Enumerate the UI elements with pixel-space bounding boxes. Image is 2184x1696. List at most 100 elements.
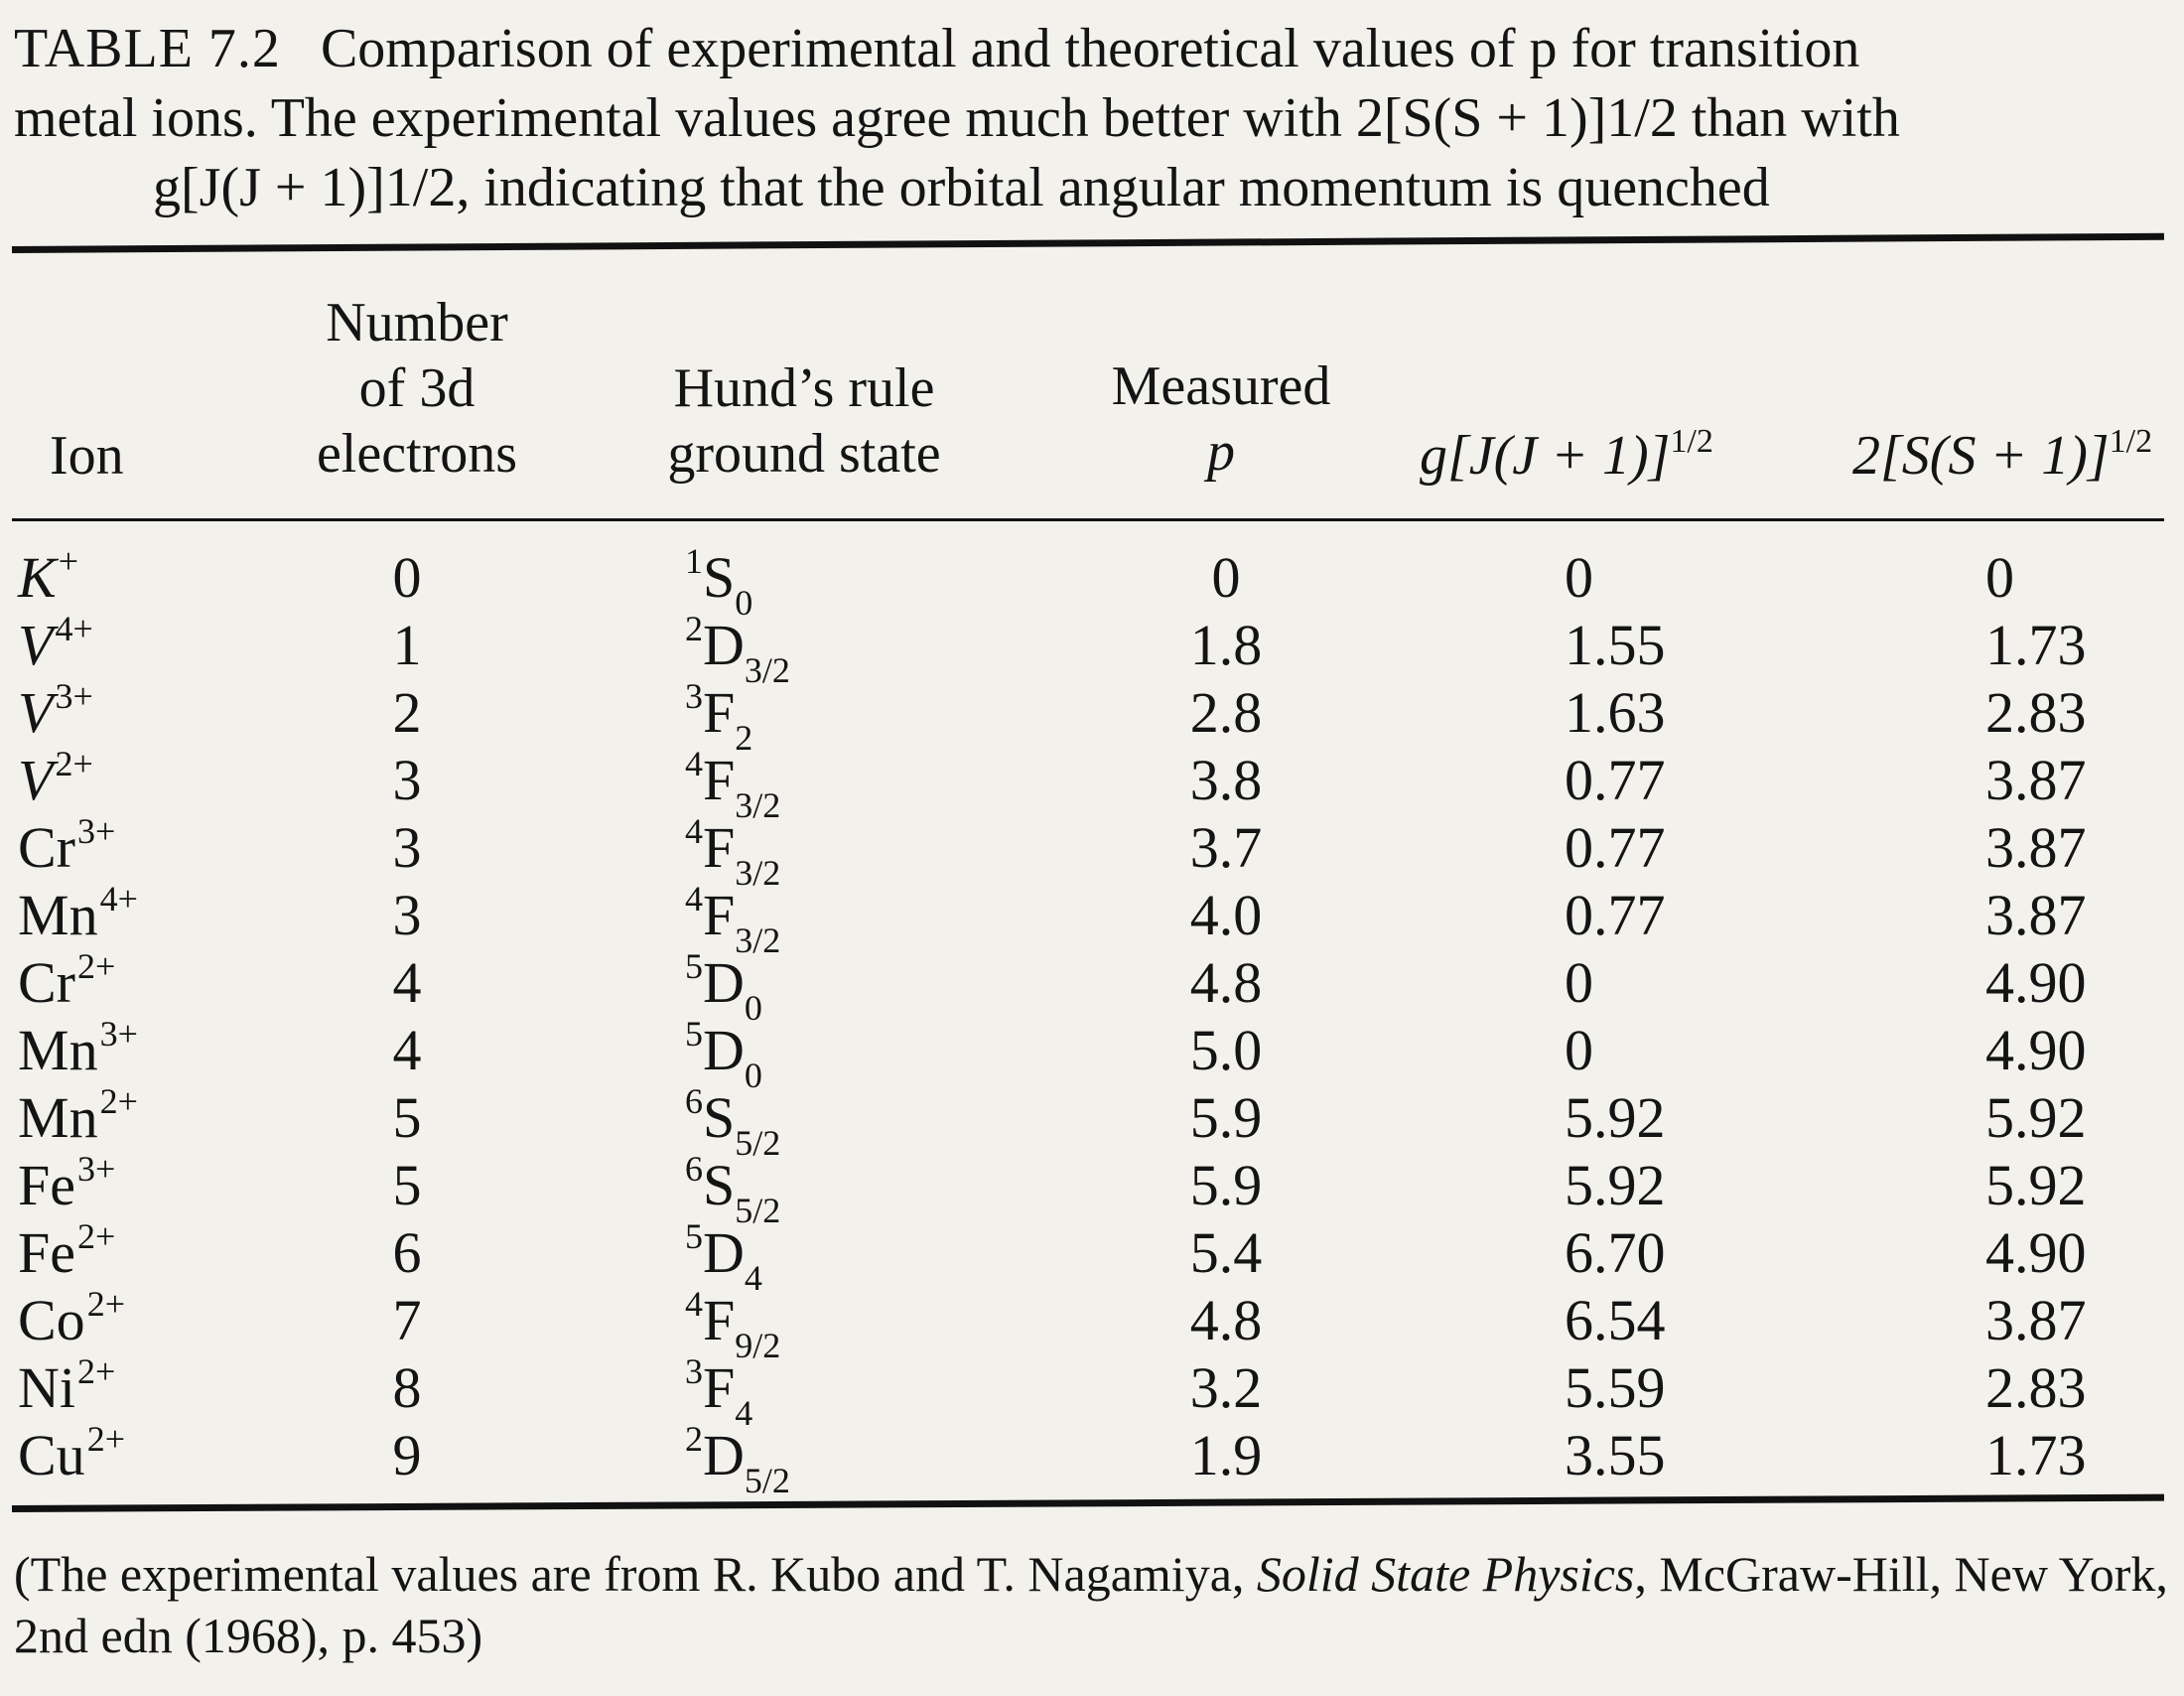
term-multiplicity: 6 (685, 1081, 703, 1121)
term-multiplicity: 5 (685, 1216, 703, 1256)
ground-state-cell: 5D0 (685, 948, 762, 1026)
ground-state-cell: 2D3/2 (685, 611, 790, 688)
term-letter: D (703, 613, 745, 677)
s-value-cell: 3.87 (1985, 1288, 2087, 1352)
s-value-cell: 2.83 (1985, 1355, 2087, 1420)
ion-cell: Mn2+ (18, 1083, 138, 1151)
ion-cell: Ni2+ (18, 1351, 116, 1421)
header-meas-line-2: p (1207, 421, 1235, 483)
header-rule (12, 518, 2164, 521)
term-j: 5/2 (735, 1191, 781, 1230)
caption-label: TABLE 7.2 (14, 18, 281, 79)
ion-cell: Mn4+ (18, 881, 138, 948)
table-row: Cu2+ 9 2D5/2 1.9 3.55 1.73 (0, 1419, 2184, 1498)
caption-line-2: metal ions. The experimental values agre… (14, 87, 1900, 149)
g-value-cell: 6.54 (1565, 1288, 1666, 1352)
footnote-pre: (The experimental values are from R. Kub… (14, 1546, 1257, 1602)
term-j: 4 (735, 1393, 753, 1433)
header-meas-line-1: Measured (1111, 355, 1331, 417)
ion-charge: + (58, 541, 78, 581)
measured-p-cell: 5.0 (1189, 1018, 1263, 1082)
g-value-cell: 0.77 (1565, 883, 1666, 947)
term-letter: S (703, 1085, 736, 1150)
measured-p-cell: 1.9 (1189, 1423, 1263, 1487)
term-multiplicity: 4 (685, 744, 703, 783)
measured-p-cell: 1.8 (1189, 613, 1263, 677)
ground-state-cell: 4F3/2 (685, 811, 780, 891)
ion-cell: Cr2+ (18, 946, 116, 1016)
term-multiplicity: 4 (685, 879, 703, 919)
s-value-cell: 4.90 (1985, 1220, 2087, 1285)
header-g-main: g[J(J + 1)] (1420, 425, 1671, 487)
term-j: 3/2 (735, 853, 781, 893)
ion-charge: 2+ (77, 1351, 116, 1391)
table-row: Cr2+ 4 5D0 4.8 0 4.90 (0, 946, 2184, 1026)
s-value-cell: 3.87 (1985, 748, 2087, 812)
ion-symbol: Co (18, 1288, 85, 1352)
header-g-exponent: 1/2 (1670, 423, 1713, 460)
ion-symbol: K (18, 545, 57, 610)
s-value-cell: 0 (1985, 545, 2014, 610)
ion-cell: V3+ (18, 678, 93, 746)
electron-count-cell: 5 (392, 1153, 422, 1217)
header-hunds-rule: Hund’s rule ground state (635, 355, 973, 487)
g-value-cell: 5.59 (1565, 1355, 1666, 1420)
ground-state-cell: 6S5/2 (685, 1081, 780, 1161)
ion-symbol: Mn (18, 883, 98, 947)
measured-p-cell: 5.4 (1189, 1220, 1263, 1285)
table-row: V3+ 2 3F2 2.8 1.63 2.83 (0, 678, 2184, 756)
ion-charge: 2+ (86, 1419, 125, 1459)
ion-cell: Cu2+ (18, 1419, 125, 1488)
ion-cell: V2+ (18, 744, 93, 813)
term-j: 2 (735, 718, 753, 758)
ion-charge: 4+ (55, 609, 93, 648)
term-multiplicity: 6 (685, 1149, 703, 1189)
g-value-cell: 1.63 (1565, 680, 1666, 745)
ground-state-cell: 3F2 (685, 678, 752, 756)
electron-count-cell: 7 (392, 1288, 422, 1352)
term-letter: F (703, 1288, 736, 1352)
g-value-cell: 0.77 (1565, 815, 1666, 880)
g-value-cell: 1.55 (1565, 613, 1666, 677)
electron-count-cell: 8 (392, 1355, 422, 1420)
term-j: 0 (744, 988, 762, 1028)
term-letter: S (703, 545, 736, 610)
term-multiplicity: 4 (685, 811, 703, 851)
term-j: 5/2 (735, 1123, 781, 1163)
term-multiplicity: 5 (685, 1014, 703, 1054)
s-value-cell: 3.87 (1985, 883, 2087, 947)
electron-count-cell: 9 (392, 1423, 422, 1487)
table-row: Cr3+ 3 4F3/2 3.7 0.77 3.87 (0, 811, 2184, 891)
ion-charge: 2+ (86, 1284, 125, 1324)
table-row: Mn2+ 5 6S5/2 5.9 5.92 5.92 (0, 1081, 2184, 1161)
table-row: V4+ 1 2D3/2 1.8 1.55 1.73 (0, 609, 2184, 688)
header-num-line-3: electrons (316, 423, 518, 485)
term-letter: D (703, 950, 745, 1015)
footnote-post: , McGraw-Hill, New York, 2nd edn (1968),… (14, 1546, 2168, 1663)
ion-symbol: V (18, 613, 54, 677)
electron-count-cell: 1 (392, 613, 422, 677)
ion-symbol: Fe (18, 1220, 75, 1285)
ground-state-cell: 4F3/2 (685, 744, 780, 823)
term-letter: F (703, 883, 736, 947)
term-multiplicity: 4 (685, 1284, 703, 1324)
ion-symbol: V (18, 748, 54, 812)
electron-count-cell: 0 (392, 545, 422, 610)
ion-charge: 2+ (77, 1216, 116, 1256)
term-letter: D (703, 1220, 745, 1285)
ion-charge: 2+ (55, 744, 93, 783)
ion-cell: Fe3+ (18, 1151, 115, 1218)
header-num-line-2: of 3d (358, 357, 476, 419)
measured-p-cell: 2.8 (1189, 680, 1263, 745)
ion-charge: 2+ (77, 946, 116, 986)
ground-state-cell: 4F9/2 (685, 1284, 780, 1363)
ion-symbol: Cr (18, 950, 75, 1015)
g-value-cell: 0 (1565, 1018, 1593, 1082)
ion-symbol: Fe (18, 1153, 75, 1217)
s-value-cell: 1.73 (1985, 1423, 2087, 1487)
measured-p-cell: 0 (1211, 545, 1241, 610)
term-letter: D (703, 1018, 745, 1082)
table-row: Co2+ 7 4F9/2 4.8 6.54 3.87 (0, 1284, 2184, 1363)
g-value-cell: 5.92 (1565, 1153, 1666, 1217)
measured-p-cell: 4.8 (1189, 950, 1263, 1015)
